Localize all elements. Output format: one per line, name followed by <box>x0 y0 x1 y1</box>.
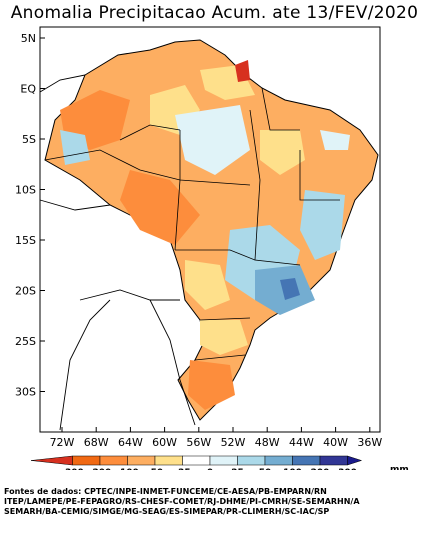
sources-line-3: SEMARH/BA-CEMIG/SIMGE/MG-SEAG/ES-SIMEPAR… <box>4 507 330 516</box>
precipitation-anomaly-map: 5N EQ 5S 10S 15S 20S 25S 30S 72W 68W 64W 60W 56W 52W 4… <box>15 26 409 470</box>
lat-label: 5S <box>22 133 36 146</box>
anomaly-patch-ms <box>185 260 230 310</box>
data-sources: Fontes de dados: CPTEC/INPE-INMET-FUNCEM… <box>4 487 426 517</box>
legend-swatch <box>182 455 211 466</box>
legend-swatch <box>154 455 183 466</box>
legend-label: 25 <box>231 468 244 470</box>
legend-label: 0 <box>207 468 213 470</box>
sources-line-1: Fontes de dados: CPTEC/INPE-INMET-FUNCEM… <box>4 487 327 496</box>
lat-label: 10S <box>15 184 36 197</box>
lon-label: 36W <box>357 436 382 449</box>
legend-swatch <box>319 455 348 466</box>
lon-label: 60W <box>152 436 177 449</box>
lon-label: 52W <box>221 436 246 449</box>
anomaly-patch-rio <box>280 278 300 300</box>
color-legend: -300 -200 -100 -50 -25 0 25 50 100 200 300 mm <box>30 455 409 470</box>
legend-label: 100 <box>283 468 302 470</box>
sources-line-2: ITEP/LAMEPE/PE-FEPAGRO/RS-CHESF-COMET/RJ… <box>4 497 360 506</box>
lat-label: 15S <box>15 234 36 247</box>
legend-swatch <box>30 455 73 466</box>
anomaly-patch-central <box>175 105 250 175</box>
lat-label: 25S <box>15 335 36 348</box>
state-borders <box>44 87 340 361</box>
legend-swatch <box>292 455 321 466</box>
legend-label: -300 <box>61 468 84 470</box>
legend-label: 50 <box>259 468 272 470</box>
legend-swatch <box>209 455 238 466</box>
lon-label: 64W <box>118 436 143 449</box>
south-america-borders <box>39 74 196 431</box>
lat-label: EQ <box>20 83 36 96</box>
anomaly-patch-parana <box>200 320 248 355</box>
legend-swatch <box>99 455 128 466</box>
legend-label: -200 <box>89 468 112 470</box>
anomaly-patch-amapa-dry <box>235 60 250 82</box>
legend-label: 300 <box>338 468 357 470</box>
legend-swatch <box>127 455 156 466</box>
axis-ticks: 5N EQ 5S 10S 15S 20S 25S 30S 72W 68W 64W 60W 56W 52W 4… <box>15 32 382 449</box>
lat-label: 20S <box>15 285 36 298</box>
legend-label: 200 <box>311 468 330 470</box>
anomaly-patch-northeast <box>260 130 305 175</box>
lon-label: 44W <box>289 436 314 449</box>
anomaly-patch-rn <box>320 130 350 150</box>
legend-label: -25 <box>174 468 190 470</box>
brazil-anomaly-field <box>44 39 379 421</box>
legend-label: -100 <box>116 468 139 470</box>
lat-label: 30S <box>15 386 36 399</box>
legend-swatch <box>72 455 101 466</box>
lon-label: 56W <box>186 436 211 449</box>
anomaly-patch-rs <box>188 360 235 410</box>
lon-label: 68W <box>84 436 109 449</box>
map-title: Anomalia Precipitacao Acum. ate 13/FEV/2… <box>10 3 419 23</box>
lat-label: 5N <box>21 32 36 45</box>
legend-swatch <box>347 455 363 466</box>
legend-label: -50 <box>147 468 163 470</box>
lon-label: 72W <box>50 436 75 449</box>
legend-swatch <box>264 455 293 466</box>
anomaly-patch-mato-grosso <box>120 170 200 245</box>
anomaly-patch-bahia <box>300 190 345 260</box>
legend-unit: mm <box>390 465 409 470</box>
legend-swatch <box>237 455 266 466</box>
lon-label: 48W <box>255 436 280 449</box>
lon-label: 40W <box>323 436 348 449</box>
